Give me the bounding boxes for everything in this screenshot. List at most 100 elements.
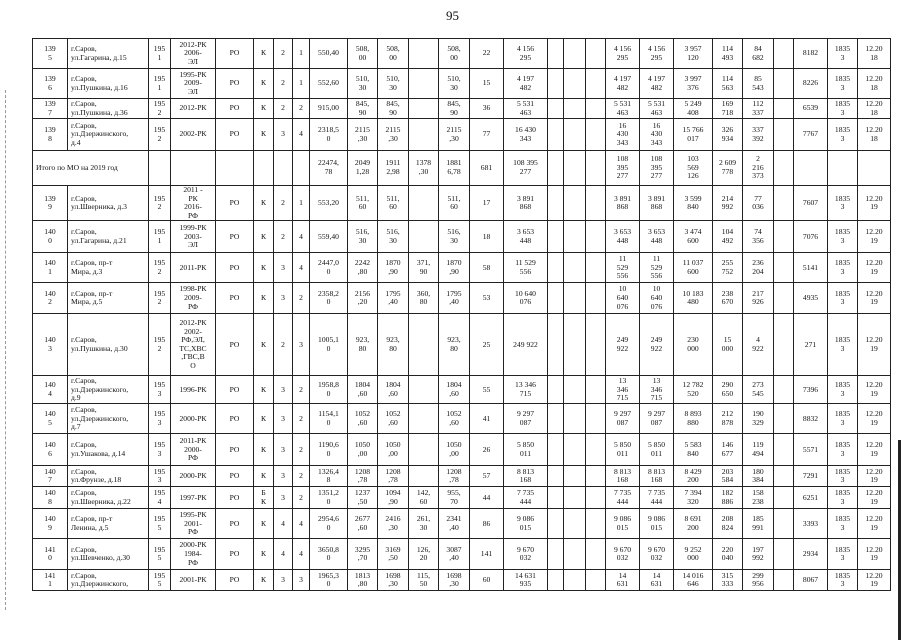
table-cell: 1795 ,40 <box>377 282 409 315</box>
table-cell <box>773 98 794 119</box>
table-cell: 4 156 295 <box>503 38 548 69</box>
table-cell: 7076 <box>793 220 828 254</box>
table-cell <box>585 486 606 510</box>
table-cell: 516, 30 <box>377 220 409 254</box>
table-cell: 15 <box>469 68 504 99</box>
table-cell: 7 735 444 <box>639 486 674 510</box>
table-cell <box>773 569 794 592</box>
table-cell: К <box>253 403 274 435</box>
table-cell: 915,00 <box>309 98 348 119</box>
table-cell: 230 000 <box>673 313 713 377</box>
table-cell: 11 037 600 <box>673 252 713 284</box>
table-cell: К <box>253 252 274 284</box>
table-cell: К <box>253 68 274 99</box>
table-cell: 5 249 408 <box>673 98 713 119</box>
table-cell: 7607 <box>793 184 828 222</box>
table-row: 140 7 г.Саров, ул.Фрунзе, д.18 195 3 2000-Р… <box>32 465 891 488</box>
table-cell: 8832 <box>793 403 828 435</box>
table-cell: К <box>253 465 274 488</box>
table-cell: 2 <box>273 98 293 119</box>
table-row: 140 6 г.Саров, ул.Ушакова, д.14 195 3 2011-… <box>32 433 891 467</box>
table-cell: 1050 ,00 <box>347 433 378 467</box>
table-cell: 1005,1 0 <box>309 313 348 377</box>
table-cell: 1835 3 <box>827 68 858 99</box>
table-row: 140 9 г.Саров, пр-т Ленина, д.5 195 5 1995-… <box>32 508 891 540</box>
address-cell: г.Саров, ул.Пушкина, д.36 <box>67 98 149 119</box>
table-cell: РО <box>215 252 254 284</box>
table-cell: 8067 <box>793 569 828 592</box>
table-cell: 511, 60 <box>347 184 378 222</box>
address-cell: г.Саров, ул.Шверника, д.22 <box>67 486 149 510</box>
table-cell: 141 <box>469 538 504 571</box>
table-cell: 217 926 <box>742 282 774 315</box>
table-cell: 8182 <box>793 38 828 69</box>
table-cell: 2002-РК <box>170 118 216 151</box>
table-cell: 249 922 <box>605 313 640 377</box>
table-cell: 3087 ,40 <box>438 538 470 571</box>
table-cell: 14 631 <box>639 569 674 592</box>
table-cell <box>585 508 606 540</box>
table-cell: 9 297 087 <box>639 403 674 435</box>
table-cell: 8 813 168 <box>639 465 674 488</box>
table-cell: 12.20 19 <box>857 486 891 510</box>
row-number: 140 5 <box>32 403 68 435</box>
table-cell: 2 <box>292 375 310 405</box>
table-cell <box>547 465 564 488</box>
table-cell: 195 2 <box>148 282 171 315</box>
table-cell: 510, 30 <box>438 68 470 99</box>
table-cell <box>547 313 564 377</box>
table-cell: 1998-РК 2009- РФ <box>170 282 216 315</box>
table-cell: 12.20 19 <box>857 375 891 405</box>
table-cell <box>563 486 586 510</box>
table-cell: 1835 3 <box>827 118 858 151</box>
table-cell: 3 653 448 <box>605 220 640 254</box>
table-cell: 2 <box>292 433 310 467</box>
table-cell <box>408 118 439 151</box>
table-cell: 2934 <box>793 538 828 571</box>
table-cell: 1835 3 <box>827 282 858 315</box>
table-cell <box>773 220 794 254</box>
table-cell: 12.20 19 <box>857 508 891 540</box>
total-cell <box>148 150 171 186</box>
table-cell: 2677 ,60 <box>347 508 378 540</box>
table-cell: 550,40 <box>309 38 348 69</box>
table-cell: 1835 3 <box>827 538 858 571</box>
table-cell: 53 <box>469 282 504 315</box>
table-cell: 13 346 715 <box>639 375 674 405</box>
table-cell <box>563 282 586 315</box>
table-cell: 57 <box>469 465 504 488</box>
table-cell: 2011 - РК 2016- РФ <box>170 184 216 222</box>
table-cell: 4 <box>273 508 293 540</box>
table-cell: 1154,1 0 <box>309 403 348 435</box>
table-row: 140 3 г.Саров, ул.Пушкина, д.30 195 2 2012-… <box>32 313 891 377</box>
table-cell: 44 <box>469 486 504 510</box>
table-cell: 7 735 444 <box>503 486 548 510</box>
table-cell: 114 493 <box>712 38 743 69</box>
table-cell <box>563 118 586 151</box>
total-cell: 1378 ,30 <box>408 150 439 186</box>
table-cell: 12.20 18 <box>857 38 891 69</box>
table-cell <box>408 38 439 69</box>
table-cell: 5571 <box>793 433 828 467</box>
table-cell: 1995-РК 2009- ЭЛ <box>170 68 216 99</box>
table-cell: 15 766 017 <box>673 118 713 151</box>
table-cell: 5 850 011 <box>605 433 640 467</box>
table-cell <box>585 313 606 377</box>
table-cell: 2011-РК <box>170 252 216 284</box>
table-row: 141 0 г.Саров, ул.Шевченко, д.30 195 5 2000… <box>32 538 891 571</box>
table-cell: 255 752 <box>712 252 743 284</box>
table-cell: 923, 80 <box>347 313 378 377</box>
table-cell: 2 <box>273 313 293 377</box>
table-cell: 9 297 087 <box>605 403 640 435</box>
table-cell: 195 3 <box>148 465 171 488</box>
table-cell: К <box>253 220 274 254</box>
table-cell <box>773 313 794 377</box>
total-row: Итого по МО на 2019 год 22474, 78 2049 1,2… <box>32 150 891 186</box>
table-cell: 1052 ,60 <box>347 403 378 435</box>
table-cell <box>563 508 586 540</box>
table-cell: 86 <box>469 508 504 540</box>
table-cell: 12.20 18 <box>857 98 891 119</box>
table-cell: 8 691 200 <box>673 508 713 540</box>
table-cell: 2 <box>292 98 310 119</box>
table-cell <box>547 118 564 151</box>
